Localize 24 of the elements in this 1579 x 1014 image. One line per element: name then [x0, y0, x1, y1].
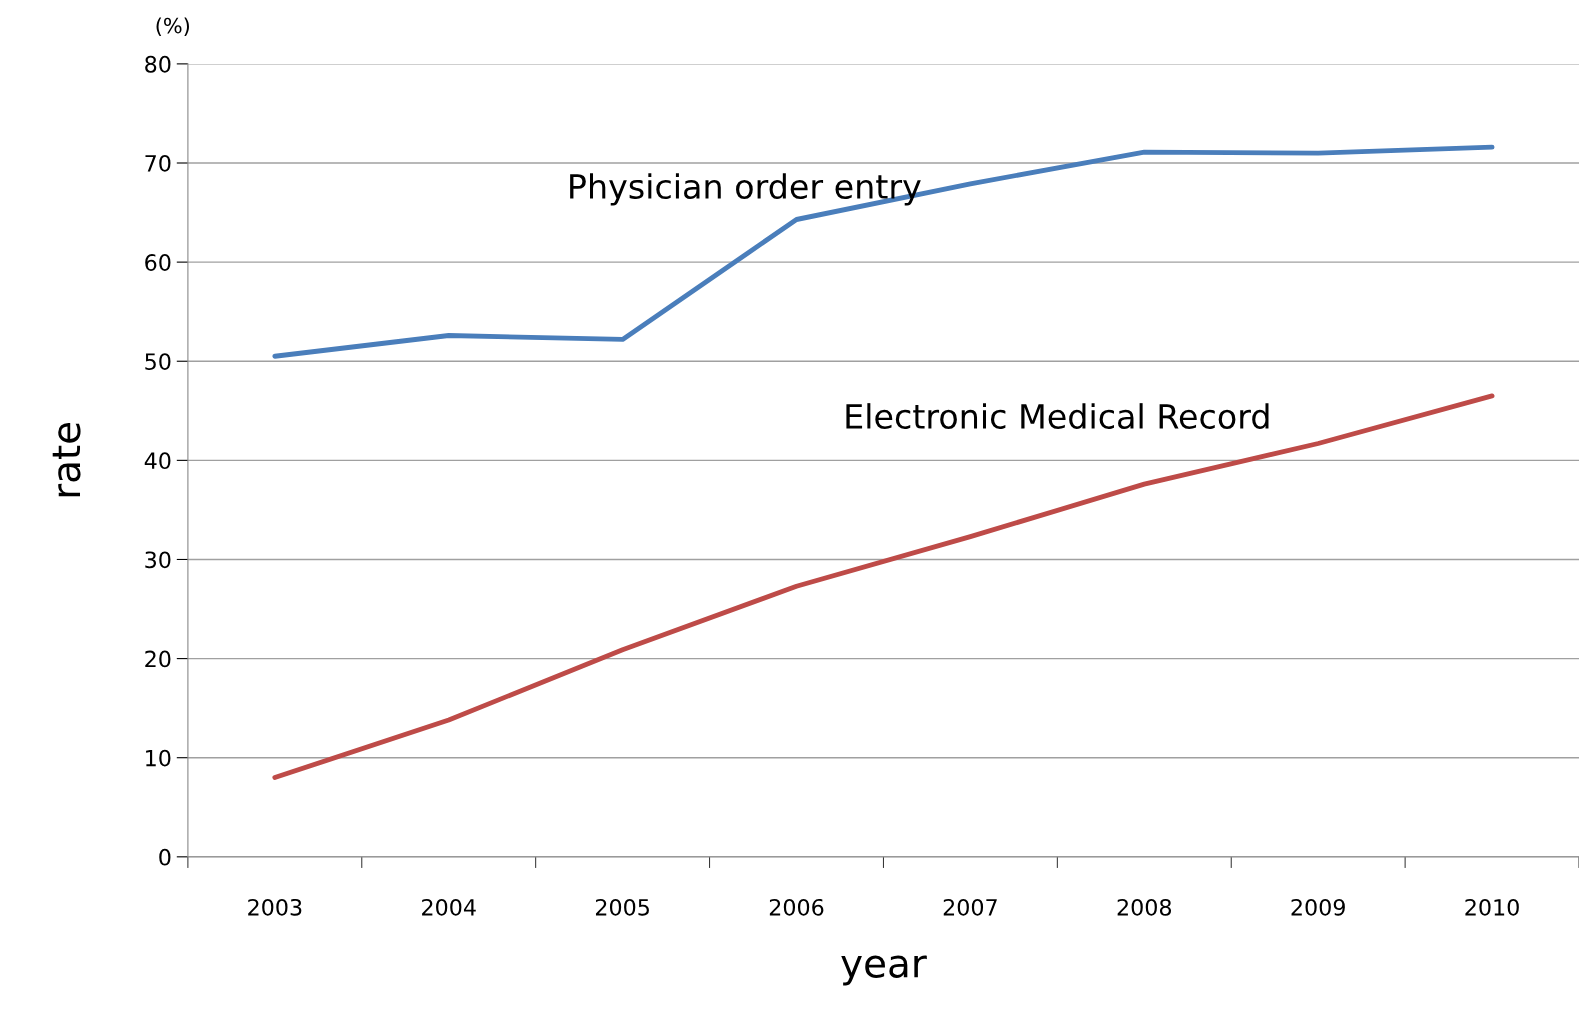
y-axis-title: rate	[52, 422, 81, 497]
x-tick-label: 2005	[595, 898, 649, 916]
y-tick-label: 80	[145, 55, 171, 73]
y-tick-label: 50	[145, 353, 171, 370]
x-tick-label: 2006	[769, 898, 824, 916]
series-label: Physician order entry	[570, 173, 921, 206]
y-tick-label: 70	[145, 154, 171, 172]
y-tick-label: 60	[145, 254, 171, 271]
line-series	[272, 393, 1495, 780]
y-tick-label: 10	[146, 749, 171, 767]
x-axis-title: year	[841, 955, 927, 986]
y-tick-label: 0	[159, 848, 171, 866]
y-tick-label: 40	[144, 452, 171, 470]
x-tick-label: 2003	[248, 898, 302, 916]
x-tick-label: 2010	[1465, 898, 1519, 916]
series-label: Electronic Medical Record	[846, 403, 1269, 429]
x-tick-label: 2007	[943, 898, 997, 916]
y-tick-label: 30	[145, 551, 171, 569]
text: (%)	[156, 17, 189, 36]
line-series	[272, 144, 1495, 359]
y-tick-label: 20	[145, 650, 171, 668]
x-tick-label: 2008	[1117, 898, 1172, 916]
x-tick-label: 2009	[1291, 898, 1345, 916]
x-tick-label: 2004	[422, 898, 476, 916]
